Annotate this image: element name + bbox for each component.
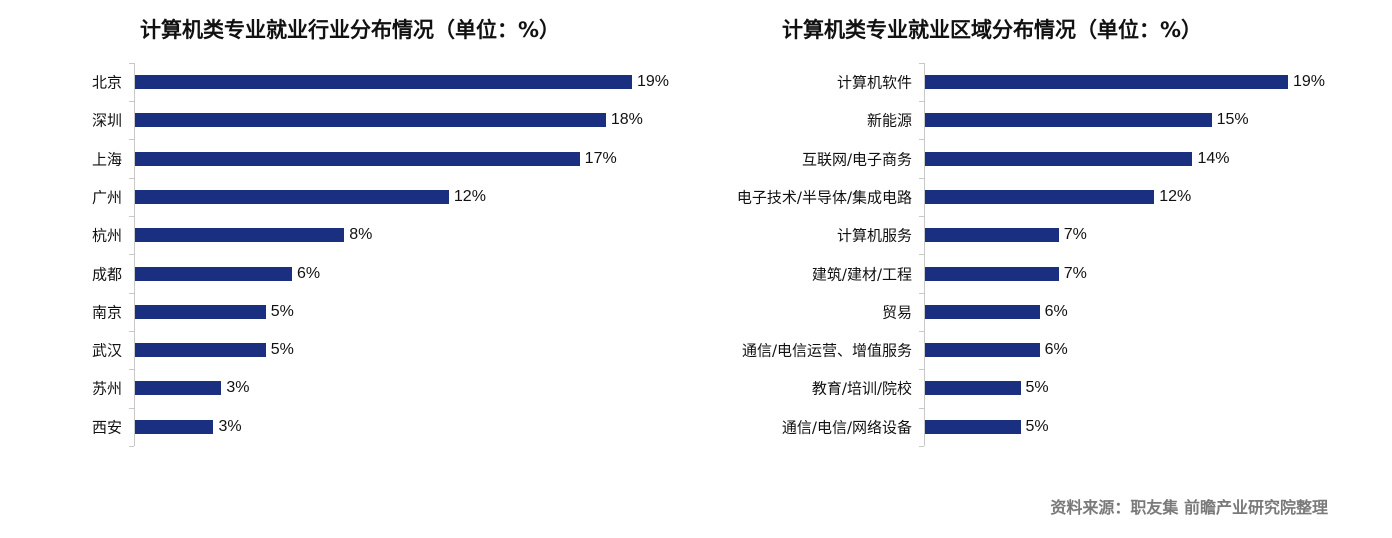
- category-label: 通信/电信运营、增值服务: [741, 341, 912, 360]
- data-label: 3%: [226, 379, 250, 397]
- bar: [135, 343, 266, 358]
- bar: [925, 381, 1021, 396]
- axis-tick: [129, 139, 134, 141]
- axis-tick: [919, 177, 924, 179]
- data-label: 18%: [610, 111, 643, 129]
- data-label: 14%: [1197, 149, 1230, 167]
- axis-tick: [919, 62, 924, 64]
- bar: [925, 266, 1059, 281]
- axis-tick: [129, 407, 134, 409]
- axis-tick: [919, 369, 924, 371]
- category-label: 成都: [91, 265, 122, 283]
- bar: [925, 228, 1059, 243]
- data-label: 12%: [1159, 187, 1192, 205]
- category-label: 计算机软件: [836, 73, 912, 92]
- axis-tick: [129, 292, 134, 294]
- data-label: 5%: [1025, 379, 1049, 397]
- data-label: 8%: [349, 226, 373, 244]
- bar: [135, 189, 449, 204]
- category-label: 上海: [91, 150, 122, 169]
- axis-tick: [919, 292, 924, 294]
- left-chart-title: 计算机类专业就业行业分布情况（单位：%）: [140, 18, 561, 42]
- data-label: 19%: [637, 73, 670, 90]
- bar: [925, 113, 1212, 128]
- bar: [135, 419, 214, 434]
- y-axis: [134, 62, 135, 446]
- category-label: 西安: [91, 418, 122, 437]
- axis-tick: [129, 101, 134, 103]
- data-label: 12%: [453, 187, 486, 205]
- axis-tick: [129, 177, 134, 179]
- bar: [135, 113, 606, 128]
- bar: [135, 304, 266, 319]
- category-label: 深圳: [91, 111, 122, 130]
- bar: [135, 75, 632, 89]
- category-label: 贸易: [881, 303, 912, 322]
- category-label: 教育/培训/院校: [811, 379, 912, 398]
- axis-tick: [129, 445, 134, 447]
- bar: [135, 381, 222, 396]
- y-axis: [924, 62, 925, 446]
- data-label: 17%: [584, 149, 617, 167]
- axis-tick: [919, 445, 924, 447]
- axis-tick: [129, 62, 134, 64]
- bar: [925, 151, 1193, 166]
- category-label: 建筑/建材/工程: [811, 265, 912, 283]
- axis-tick: [129, 369, 134, 371]
- data-label: 6%: [1044, 302, 1068, 320]
- bar: [135, 266, 292, 281]
- axis-tick: [919, 407, 924, 409]
- category-label: 计算机服务: [836, 226, 912, 245]
- data-label: 3%: [218, 417, 242, 435]
- data-label: 5%: [270, 341, 294, 359]
- category-label: 互联网/电子商务: [801, 150, 912, 169]
- data-label: 15%: [1216, 111, 1249, 129]
- category-label: 广州: [91, 188, 122, 207]
- category-label: 新能源: [866, 111, 912, 130]
- bar: [135, 151, 580, 166]
- category-label: 电子技术/半导体/集成电路: [736, 188, 912, 207]
- axis-tick: [129, 216, 134, 218]
- category-label: 南京: [91, 303, 122, 322]
- bar: [925, 75, 1288, 89]
- bar: [925, 304, 1040, 319]
- bar: [135, 228, 345, 243]
- axis-tick: [919, 139, 924, 141]
- bar: [925, 189, 1155, 204]
- data-label: 7%: [1063, 264, 1087, 282]
- axis-tick: [919, 254, 924, 256]
- data-label: 7%: [1063, 226, 1087, 244]
- data-label: 5%: [270, 302, 294, 320]
- category-label: 杭州: [91, 226, 122, 245]
- axis-tick: [919, 101, 924, 103]
- axis-tick: [919, 330, 924, 332]
- category-label: 苏州: [91, 379, 122, 398]
- category-label: 通信/电信/网络设备: [781, 418, 912, 437]
- data-label: 6%: [1044, 341, 1068, 359]
- category-label: 武汉: [91, 341, 122, 360]
- right-chart-title: 计算机类专业就业区域分布情况（单位：%）: [782, 18, 1203, 42]
- data-label: 19%: [1293, 73, 1326, 90]
- axis-tick: [129, 330, 134, 332]
- bar: [925, 419, 1021, 434]
- data-label: 5%: [1025, 417, 1049, 435]
- data-label: 6%: [296, 264, 321, 282]
- bar: [925, 343, 1040, 358]
- category-label: 北京: [91, 73, 122, 92]
- axis-tick: [129, 254, 134, 256]
- source-note: 资料来源：职友集 前瞻产业研究院整理: [1050, 498, 1328, 517]
- axis-tick: [919, 216, 924, 218]
